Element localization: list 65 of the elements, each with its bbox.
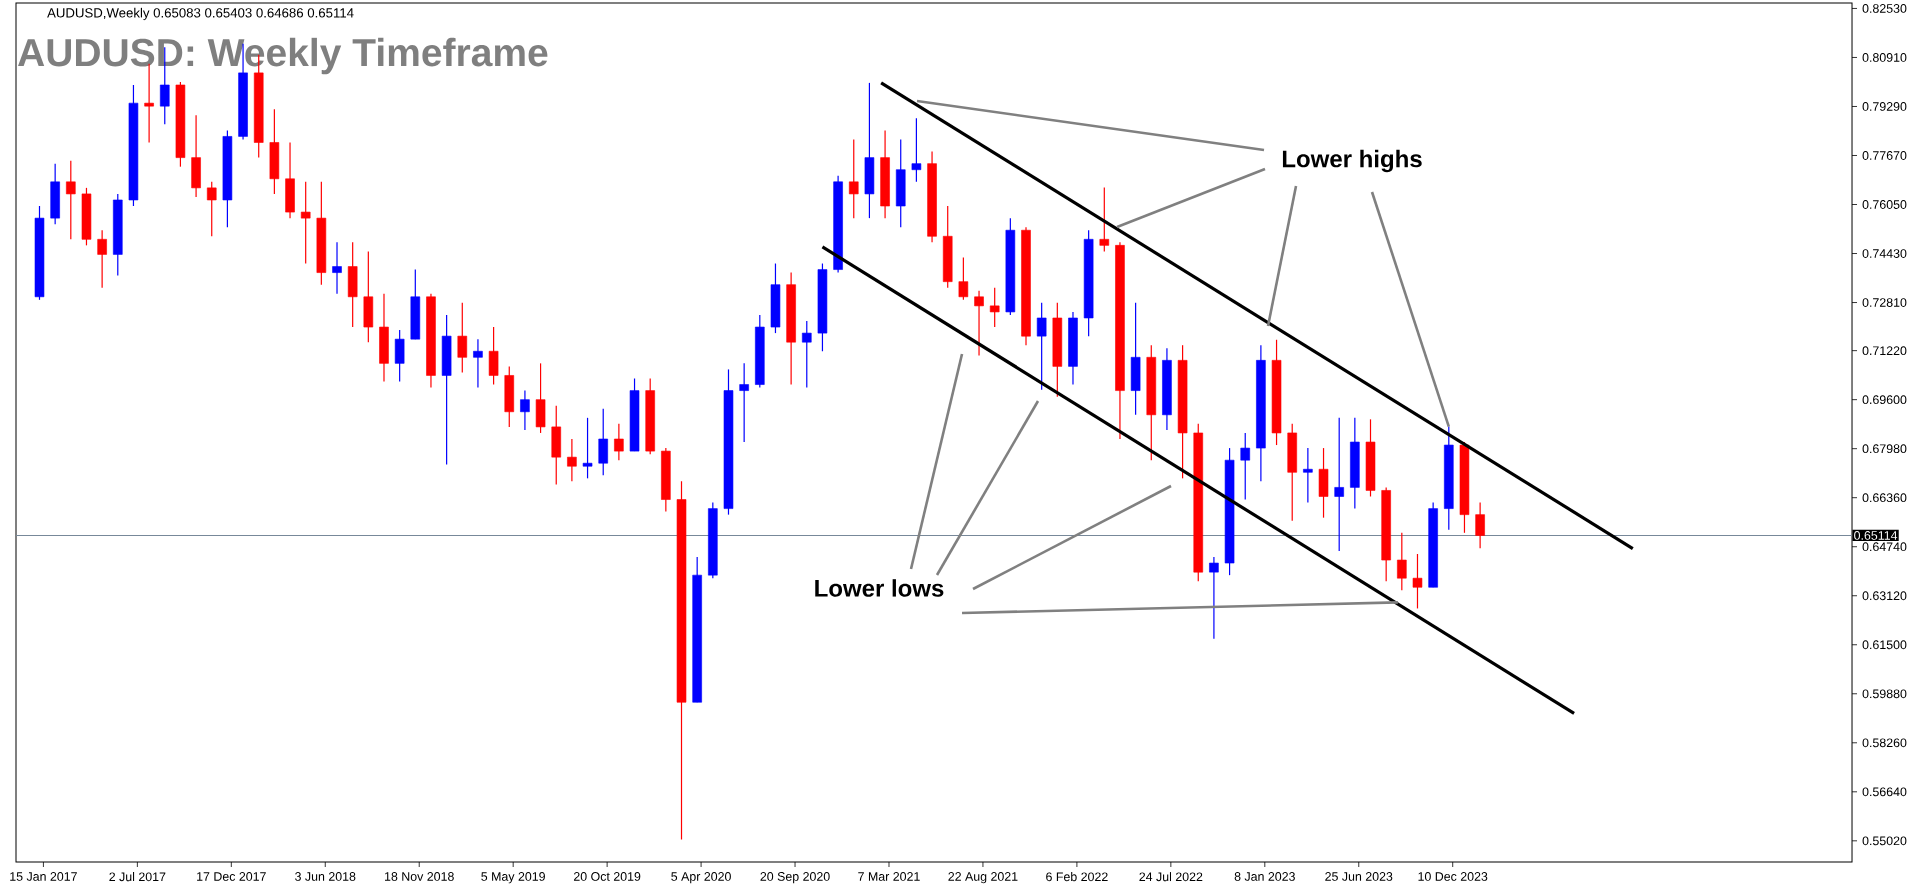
y-tick-label: 0.66360 <box>1862 493 1907 503</box>
candlestick <box>206 181 217 237</box>
candlestick <box>1036 302 1047 391</box>
y-tick-label: 0.69600 <box>1862 395 1907 405</box>
candlestick <box>473 338 483 389</box>
candlestick <box>1412 553 1423 610</box>
x-tick-label: 22 Aug 2021 <box>948 872 1018 884</box>
x-tick-label: 24 Jul 2022 <box>1139 872 1203 882</box>
chart-subtitle: AUDUSD,Weekly 0.65083 0.65403 0.64686 0.65114 <box>47 7 354 21</box>
y-tick-label: 0.79290 <box>1862 102 1907 111</box>
y-tick-label: 0.63120 <box>1862 591 1907 601</box>
candlestick <box>1475 501 1485 549</box>
y-tick-label: 0.77670 <box>1862 151 1907 160</box>
candlestick <box>97 229 107 289</box>
candlestick <box>332 241 342 295</box>
y-tick-label: 0.71220 <box>1862 346 1907 356</box>
candlestick <box>974 290 984 357</box>
x-tick-label: 5 May 2019 <box>481 872 545 884</box>
candlestick <box>1397 532 1407 591</box>
y-tick-label: 0.56640 <box>1862 787 1907 797</box>
x-tick-label: 7 Mar 2021 <box>858 872 920 881</box>
candlestick <box>582 417 593 479</box>
candlestick <box>614 423 624 461</box>
candlestick <box>300 181 311 265</box>
candlestick <box>989 287 1000 328</box>
candlestick <box>1303 447 1313 504</box>
candlestick <box>457 302 468 374</box>
candlestick <box>1209 556 1219 640</box>
candlestick <box>1334 417 1344 552</box>
annotation: Lower lows <box>815 579 944 597</box>
x-tick-label: 15 Jan 2017 <box>10 872 77 881</box>
y-tick-label: 0.58260 <box>1862 738 1907 748</box>
x-tick-label: 25 Jun 2023 <box>1325 872 1393 881</box>
y-tick-label: 0.82530 <box>1862 4 1907 13</box>
y-tick-label: 0.80910 <box>1862 53 1907 62</box>
candlestick <box>958 256 969 301</box>
x-tick-label: 10 Dec 2023 <box>1418 872 1488 881</box>
y-tick-label: 0.59880 <box>1862 689 1907 699</box>
y-tick-label: 0.72810 <box>1862 298 1907 307</box>
candlestick <box>911 117 922 183</box>
y-tick-label: 0.55020 <box>1862 836 1907 846</box>
x-tick-label: 20 Oct 2019 <box>573 872 641 881</box>
candlestick <box>567 438 577 482</box>
x-tick-label: 17 Dec 2017 <box>197 872 266 881</box>
x-tick-label: 6 Feb 2022 <box>1046 872 1108 882</box>
candlestick <box>739 362 749 443</box>
x-tick-label: 5 Apr 2020 <box>671 872 731 884</box>
y-tick-label: 0.76050 <box>1862 200 1907 209</box>
y-tick-label: 0.67980 <box>1862 444 1907 454</box>
x-tick-label: 3 Jun 2018 <box>295 872 356 881</box>
x-tick-label: 18 Nov 2018 <box>385 872 454 881</box>
y-tick-label: 0.61500 <box>1862 640 1907 650</box>
annotation: Lower highs <box>1282 149 1422 173</box>
candlestick <box>520 389 530 431</box>
candlestick <box>848 138 859 219</box>
y-tick-label: 0.74430 <box>1862 249 1907 258</box>
candlestick <box>1240 432 1251 501</box>
x-tick-label: 2 Jul 2017 <box>109 872 166 882</box>
ref-line-label: 0.65114 <box>1854 531 1898 540</box>
candlestick <box>802 320 812 389</box>
y-tick-label: 0.64740 <box>1862 542 1907 552</box>
candlestick <box>1099 186 1110 253</box>
x-tick-label: 8 Jan 2023 <box>1234 872 1295 881</box>
x-tick-label: 20 Sep 2020 <box>760 872 830 884</box>
candlestick <box>66 160 76 240</box>
